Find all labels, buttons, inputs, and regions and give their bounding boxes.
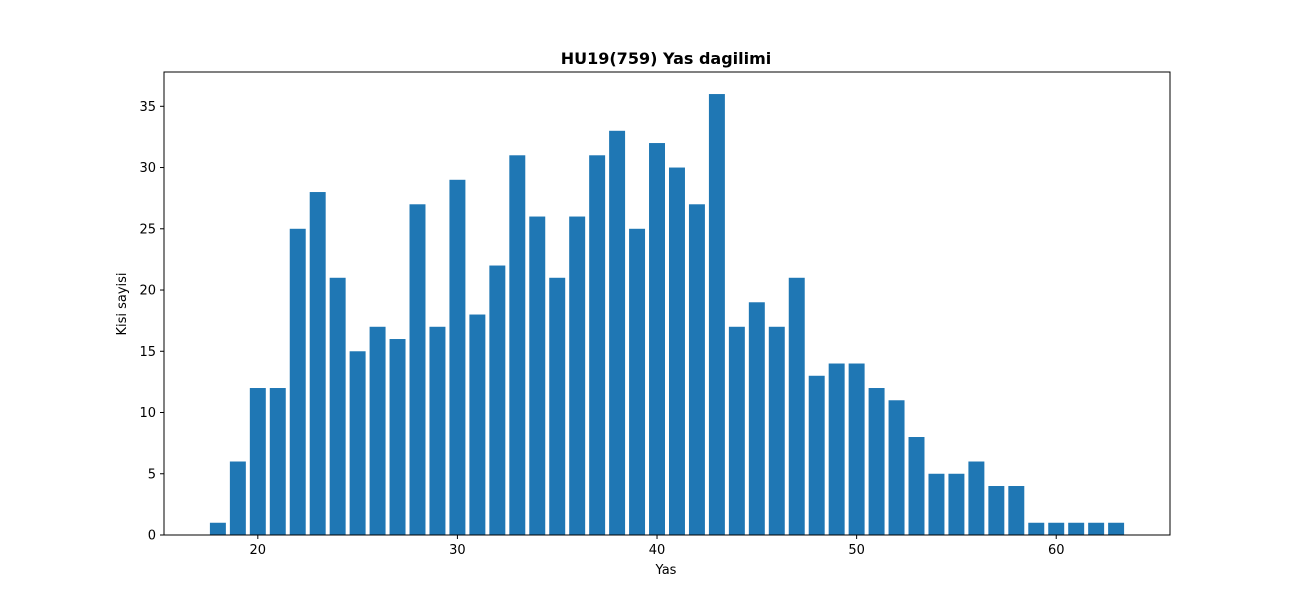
bar-age-19 <box>229 461 246 535</box>
bar-age-52 <box>888 400 905 535</box>
bar-age-60 <box>1048 522 1065 535</box>
x-axis-ticks: 20 30 40 50 60 <box>250 535 1065 558</box>
x-tick-label: 20 <box>250 543 267 558</box>
bar-age-22 <box>289 228 306 535</box>
bar-age-23 <box>309 192 326 535</box>
bar-age-42 <box>688 204 705 536</box>
bar-age-33 <box>509 155 526 535</box>
bar-age-62 <box>1088 522 1105 535</box>
x-tick-label: 30 <box>449 543 466 558</box>
bar-age-26 <box>369 326 386 535</box>
bar-age-46 <box>768 326 785 535</box>
bar-age-47 <box>788 277 805 535</box>
y-tick-label: 25 <box>139 222 156 237</box>
bars <box>209 94 1125 536</box>
bar-age-28 <box>409 204 426 536</box>
y-tick-label: 35 <box>139 100 156 115</box>
bar-age-61 <box>1068 522 1085 535</box>
bar-age-27 <box>389 339 406 535</box>
bar-age-53 <box>908 437 925 535</box>
bar-age-56 <box>968 461 985 535</box>
y-tick-label: 30 <box>139 161 156 176</box>
bar-age-43 <box>708 94 725 536</box>
bar-age-25 <box>349 351 366 535</box>
y-tick-label: 20 <box>139 284 156 299</box>
bar-age-24 <box>329 277 346 535</box>
bar-age-39 <box>629 228 646 535</box>
bar-age-44 <box>728 326 745 535</box>
bar-age-37 <box>589 155 606 535</box>
bar-age-49 <box>828 363 845 535</box>
bar-age-18 <box>209 522 226 535</box>
bar-age-38 <box>609 130 626 536</box>
y-tick-label: 15 <box>139 345 156 360</box>
chart-title: HU19(759) Yas dagilimi <box>561 49 772 68</box>
bar-age-57 <box>988 486 1005 535</box>
bar-age-41 <box>668 167 685 536</box>
bar-age-54 <box>928 473 945 535</box>
y-axis-label: Kisi sayisi <box>115 272 130 335</box>
bar-age-34 <box>529 216 546 535</box>
bar-age-36 <box>569 216 586 535</box>
bar-age-29 <box>429 326 446 535</box>
bar-age-31 <box>469 314 486 535</box>
x-tick-label: 40 <box>649 543 666 558</box>
bar-age-63 <box>1108 522 1125 535</box>
y-axis-ticks: 0 5 10 15 20 25 30 35 <box>139 100 164 544</box>
x-tick-label: 60 <box>1048 543 1065 558</box>
y-tick-label: 0 <box>148 529 156 544</box>
x-tick-label: 50 <box>848 543 865 558</box>
bar-age-55 <box>948 473 965 535</box>
y-tick-label: 5 <box>148 467 156 482</box>
bar-age-35 <box>549 277 566 535</box>
bar-age-58 <box>1008 486 1025 535</box>
bar-age-32 <box>489 265 506 535</box>
x-axis-label: Yas <box>655 563 677 578</box>
bar-age-20 <box>249 388 266 535</box>
bar-age-21 <box>269 388 286 535</box>
bar-age-30 <box>449 179 466 535</box>
bar-age-50 <box>848 363 865 535</box>
plot-frame <box>163 71 1171 536</box>
bar-age-40 <box>649 143 666 535</box>
bar-age-48 <box>808 375 825 535</box>
y-tick-label: 10 <box>139 406 156 421</box>
bar-age-51 <box>868 388 885 535</box>
bar-age-45 <box>748 302 765 535</box>
bar-age-59 <box>1028 522 1045 535</box>
